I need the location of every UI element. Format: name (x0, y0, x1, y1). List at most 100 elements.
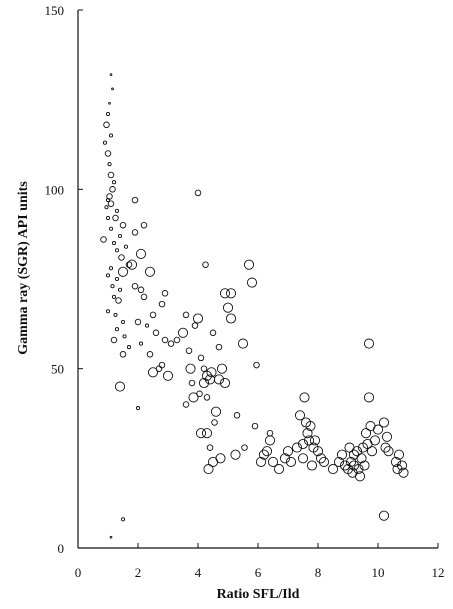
data-point (120, 517, 126, 522)
data-point (216, 363, 228, 374)
data-point (158, 300, 166, 308)
data-point (119, 351, 127, 358)
data-point (380, 442, 391, 453)
x-tick-label: 6 (255, 565, 262, 580)
data-point (114, 208, 120, 213)
data-point (381, 431, 393, 442)
data-point (360, 428, 372, 439)
data-point (305, 421, 316, 432)
data-point (363, 392, 375, 403)
data-point (351, 446, 363, 457)
data-point (135, 248, 147, 259)
data-point (105, 198, 111, 203)
data-point (241, 444, 248, 451)
data-point (107, 171, 115, 179)
data-point (378, 417, 390, 428)
data-point (294, 410, 306, 421)
data-point (309, 435, 321, 446)
data-point (356, 453, 367, 464)
data-point (108, 133, 114, 138)
data-point (109, 535, 113, 539)
data-point (117, 266, 129, 277)
data-point (131, 229, 139, 236)
data-point (261, 446, 273, 457)
data-point (198, 377, 210, 389)
data-point (131, 282, 139, 290)
data-point (140, 221, 148, 229)
data-point (182, 401, 190, 408)
data-point (369, 435, 381, 446)
data-point (152, 329, 160, 337)
data-point (105, 111, 111, 117)
data-point (315, 453, 327, 464)
data-point (149, 311, 157, 319)
data-point (104, 150, 112, 157)
data-point (297, 453, 309, 464)
data-point (194, 189, 202, 197)
x-tick-label: 4 (195, 565, 202, 580)
data-point (258, 449, 270, 460)
data-point (219, 377, 231, 389)
data-point (203, 394, 211, 401)
x-axis-title: Ratio SFL/Ild (217, 587, 300, 602)
data-point (108, 266, 114, 271)
data-point (192, 313, 204, 324)
x-tick-label: 12 (432, 565, 445, 580)
data-point (185, 363, 196, 374)
data-point (225, 313, 237, 324)
data-point (114, 381, 126, 392)
data-point (122, 334, 127, 339)
data-point (147, 367, 159, 378)
data-point (100, 236, 107, 243)
data-point (155, 365, 163, 372)
data-point (396, 460, 408, 471)
data-point (378, 510, 390, 521)
y-tick-label: 100 (45, 182, 65, 197)
data-point (225, 288, 237, 299)
data-point (233, 412, 241, 419)
data-point (273, 464, 285, 475)
data-point (109, 186, 116, 193)
data-point (126, 259, 138, 270)
data-point (173, 336, 181, 344)
data-point (197, 354, 205, 362)
data-point (230, 449, 241, 460)
data-point (213, 374, 225, 385)
data-point (131, 196, 139, 204)
data-point (126, 345, 132, 350)
data-point (137, 286, 145, 294)
data-point (114, 248, 120, 253)
data-point (105, 215, 111, 221)
data-point (103, 121, 110, 129)
data-point (306, 460, 318, 471)
data-point (188, 379, 196, 387)
data-point (210, 406, 222, 417)
data-point (167, 340, 175, 347)
data-point (253, 361, 260, 369)
tick-group: 0 2 4 6 8 10 12 0 50 100 150 (45, 3, 445, 580)
data-point (115, 297, 122, 304)
data-point (291, 442, 303, 453)
data-point (327, 464, 339, 475)
data-point (185, 347, 193, 354)
data-point (112, 214, 119, 222)
data-point (206, 444, 214, 451)
data-point (353, 464, 364, 475)
data-point (144, 323, 150, 328)
data-point (219, 288, 231, 299)
data-point (146, 351, 154, 358)
data-point (285, 456, 297, 467)
data-point (117, 233, 123, 239)
data-point (114, 327, 120, 332)
data-point (383, 446, 394, 457)
data-point (119, 221, 127, 229)
data-point (104, 205, 109, 210)
data-point (135, 406, 141, 411)
data-point (196, 390, 203, 398)
data-point (266, 429, 274, 437)
data-point (188, 392, 199, 403)
y-axis-title: Gamma ray (SGR) API units (16, 181, 31, 355)
data-point (110, 284, 115, 289)
data-point (363, 338, 375, 349)
